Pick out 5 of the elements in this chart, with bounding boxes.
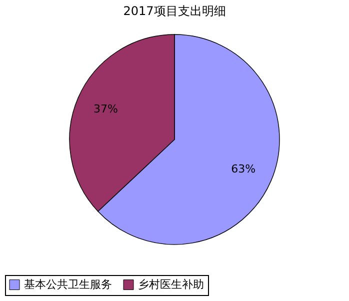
chart-title: 2017项目支出明细 bbox=[123, 4, 226, 18]
data-label: 63% bbox=[231, 162, 256, 176]
legend-label: 基本公共卫生服务 bbox=[24, 278, 112, 291]
legend-label: 乡村医生补助 bbox=[138, 278, 204, 291]
data-label: 37% bbox=[93, 102, 118, 116]
